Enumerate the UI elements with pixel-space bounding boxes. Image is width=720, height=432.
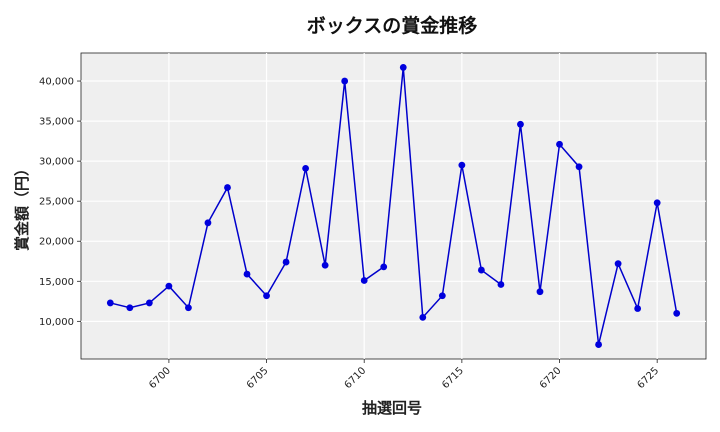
y-tick-label: 10,000 bbox=[39, 317, 74, 328]
data-point bbox=[673, 309, 681, 317]
series-layer bbox=[106, 64, 681, 348]
y-tick-label: 20,000 bbox=[39, 237, 74, 248]
x-axis-label: 抽選回号 bbox=[362, 399, 422, 417]
data-point bbox=[438, 292, 446, 300]
x-tick-label: 6710 bbox=[343, 365, 369, 391]
x-tick-label: 6705 bbox=[245, 365, 271, 391]
data-point bbox=[419, 313, 427, 321]
y-axis-label: 賞金額（円） bbox=[13, 161, 31, 251]
x-tick-label: 6700 bbox=[147, 365, 173, 391]
data-point bbox=[399, 64, 407, 71]
x-tick-label: 6725 bbox=[636, 365, 662, 391]
data-point bbox=[106, 299, 114, 307]
data-point bbox=[517, 120, 524, 128]
data-point bbox=[145, 299, 153, 307]
x-tick-label: 6715 bbox=[440, 365, 466, 391]
data-point bbox=[477, 266, 485, 274]
data-point bbox=[497, 281, 505, 288]
data-point bbox=[204, 219, 212, 227]
data-point bbox=[126, 304, 134, 312]
data-point bbox=[165, 282, 173, 290]
y-tick-label: 30,000 bbox=[39, 157, 74, 168]
y-tick-label: 40,000 bbox=[39, 77, 74, 88]
data-point bbox=[575, 163, 583, 171]
data-point bbox=[614, 260, 622, 268]
data-point bbox=[263, 292, 270, 300]
data-point bbox=[224, 184, 231, 191]
data-point bbox=[341, 77, 349, 85]
data-point bbox=[380, 263, 388, 271]
data-point bbox=[458, 161, 466, 169]
data-point bbox=[653, 199, 661, 207]
data-point bbox=[282, 258, 290, 266]
x-tick-label: 6720 bbox=[538, 365, 564, 391]
data-point bbox=[302, 164, 310, 172]
series-line bbox=[110, 67, 678, 345]
data-point bbox=[360, 277, 368, 284]
data-point bbox=[595, 341, 602, 348]
data-point bbox=[556, 140, 563, 148]
data-point bbox=[321, 261, 329, 269]
y-tick-label: 25,000 bbox=[39, 197, 74, 208]
y-tick-label: 35,000 bbox=[39, 117, 74, 128]
data-point bbox=[185, 304, 192, 312]
plot-area bbox=[80, 52, 707, 360]
y-tick-label: 15,000 bbox=[39, 277, 74, 288]
data-point bbox=[634, 305, 642, 312]
data-point bbox=[243, 270, 251, 278]
data-point bbox=[536, 288, 544, 296]
chart-title: ボックスの賞金推移 bbox=[307, 14, 477, 37]
